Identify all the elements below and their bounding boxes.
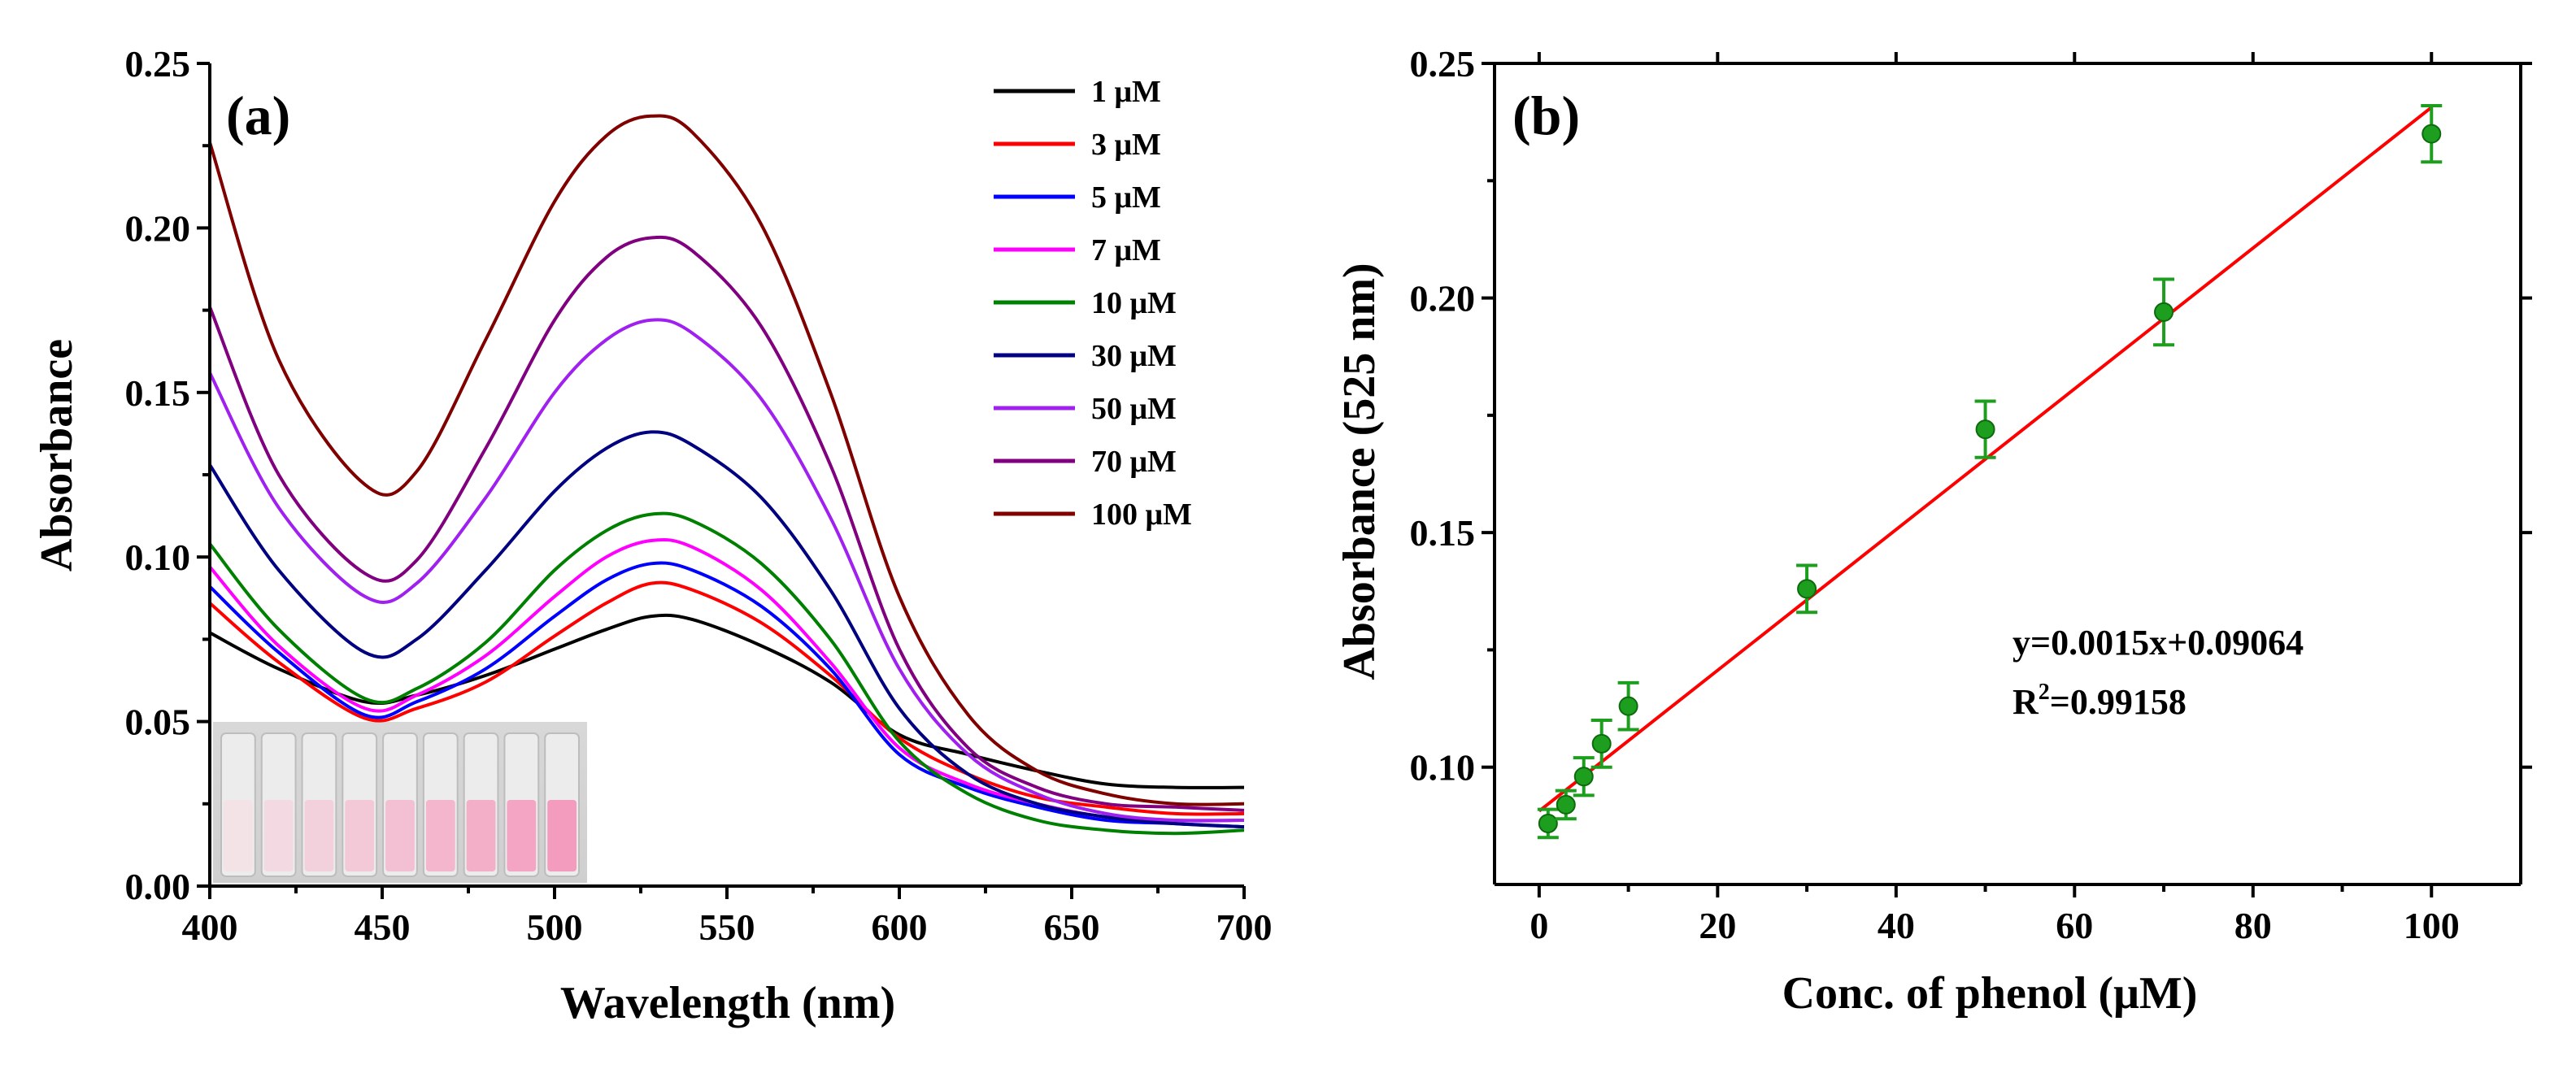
panel-a-y-tick-label: 0.00 [125, 866, 191, 907]
legend-label: 10 μM [1091, 286, 1177, 320]
legend-label: 7 μM [1091, 233, 1161, 267]
panel-a-x-tick-label: 450 [355, 906, 411, 948]
data-point [1617, 680, 1639, 732]
panel-b-y-tick-label: 0.10 [1410, 747, 1476, 789]
panel-a-y-tick-label: 0.05 [125, 702, 191, 743]
panel-a-x-axis-title: Wavelength (nm) [560, 978, 895, 1028]
data-point [1796, 563, 1818, 615]
cuvette-solution [224, 800, 253, 871]
cuvette-photo-inset [213, 722, 587, 883]
panel-b-y-axis-title: Absorbance (525 nm) [1334, 263, 1385, 680]
panel-b-x-tick-label: 40 [1878, 905, 1915, 946]
panel-b-y-tick-label: 0.25 [1410, 43, 1476, 85]
data-point [1974, 399, 1996, 459]
panel-a-label: (a) [226, 85, 290, 146]
panel-b-axes: 0 20 40 60 80 100 0.10 0.15 0.20 0.25 [1410, 43, 2532, 946]
cuvette-solution [547, 800, 577, 871]
panel-b-x-tick-label: 60 [2056, 905, 2093, 946]
panel-b-x-axis-title: Conc. of phenol (μM) [1782, 968, 2198, 1019]
legend-label: 5 μM [1091, 180, 1161, 215]
panel-a-x-tick-label: 400 [182, 906, 238, 948]
data-point [1573, 756, 1595, 797]
data-point [1590, 719, 1612, 769]
panel-a-x-tick-label: 650 [1044, 906, 1100, 948]
spectrum-line [208, 318, 1245, 823]
spectrum-line [208, 511, 1245, 836]
panel-a-axes: 400 450 500 550 600 650 700 0.00 0.05 0.10 0.15 0.2… [125, 43, 1273, 948]
panel-b-label: (b) [1512, 85, 1580, 146]
point-marker [1797, 579, 1817, 599]
spectrum-line [208, 430, 1245, 829]
cuvette-solution [263, 800, 294, 871]
cuvette-solution [345, 800, 375, 871]
r2-prefix: R [2012, 682, 2039, 722]
point-marker [2422, 124, 2442, 144]
cuvette-solution [304, 800, 334, 871]
panel-a-spectra: 400 450 500 550 600 650 700 0.00 0.05 0.10 0.15 0.2… [32, 43, 1273, 1028]
legend-label: 50 μM [1091, 392, 1177, 426]
data-point [1537, 807, 1559, 840]
spectrum-line [208, 561, 1245, 829]
panel-a-x-tick-label: 700 [1216, 906, 1273, 948]
panel-b-calibration: 0 20 40 60 80 100 0.10 0.15 0.20 0.25 (b) y=0.001… [1334, 43, 2532, 1019]
calibration-fit-line [1538, 106, 2433, 813]
fit-r-squared: R2=0.99158 [2012, 680, 2187, 722]
cuvette-solution [425, 800, 455, 871]
r2-value: =0.99158 [2050, 682, 2187, 722]
point-marker [1975, 419, 1995, 440]
data-point [1555, 789, 1577, 821]
point-marker [1573, 767, 1594, 787]
point-marker [2154, 302, 2174, 322]
legend-label: 30 μM [1091, 339, 1177, 373]
cuvette-solution [385, 800, 415, 871]
point-marker [1556, 794, 1576, 815]
legend-label: 3 μM [1091, 128, 1161, 162]
panel-a-x-tick-label: 550 [699, 906, 755, 948]
fit-line [1538, 106, 2433, 813]
r2-superscript: 2 [2039, 680, 2050, 705]
panel-b-x-tick-label: 80 [2234, 905, 2272, 946]
legend-label: 100 μM [1091, 498, 1192, 532]
panel-a-x-tick-label: 600 [872, 906, 928, 948]
point-marker [1591, 733, 1612, 754]
legend-label: 1 μM [1091, 75, 1161, 109]
spectrum-line [208, 114, 1245, 806]
calibration-points [1537, 103, 2443, 840]
panel-a-legend: 1 μM 3 μM 5 μM 7 μM 10 μM 30 μM 50 μM 70 μM 100 … [994, 75, 1192, 532]
spectra-lines [208, 114, 1245, 836]
panel-a-y-tick-label: 0.25 [125, 43, 191, 85]
cuvette-solution [507, 800, 537, 871]
panel-b-x-tick-label: 0 [1530, 905, 1548, 946]
fit-equation: y=0.0015x+0.09064 [2012, 623, 2304, 663]
panel-a-y-axis-title: Absorbance [32, 339, 82, 571]
panel-a-x-tick-label: 500 [527, 906, 583, 948]
panel-a-y-tick-label: 0.15 [125, 372, 191, 414]
data-point [2153, 277, 2175, 347]
point-marker [1538, 813, 1558, 833]
panel-b-x-tick-label: 20 [1699, 905, 1736, 946]
legend-label: 70 μM [1091, 445, 1177, 479]
point-marker [1618, 696, 1638, 716]
panel-b-y-tick-label: 0.15 [1410, 512, 1476, 554]
data-point [2421, 103, 2443, 164]
panel-b-y-tick-label: 0.20 [1410, 278, 1476, 319]
panel-a-y-tick-label: 0.20 [125, 207, 191, 249]
panel-b-x-tick-label: 100 [2404, 905, 2460, 946]
cuvette-solution [466, 800, 496, 871]
panel-a-y-tick-label: 0.10 [125, 537, 191, 578]
spectrum-line [208, 235, 1245, 812]
